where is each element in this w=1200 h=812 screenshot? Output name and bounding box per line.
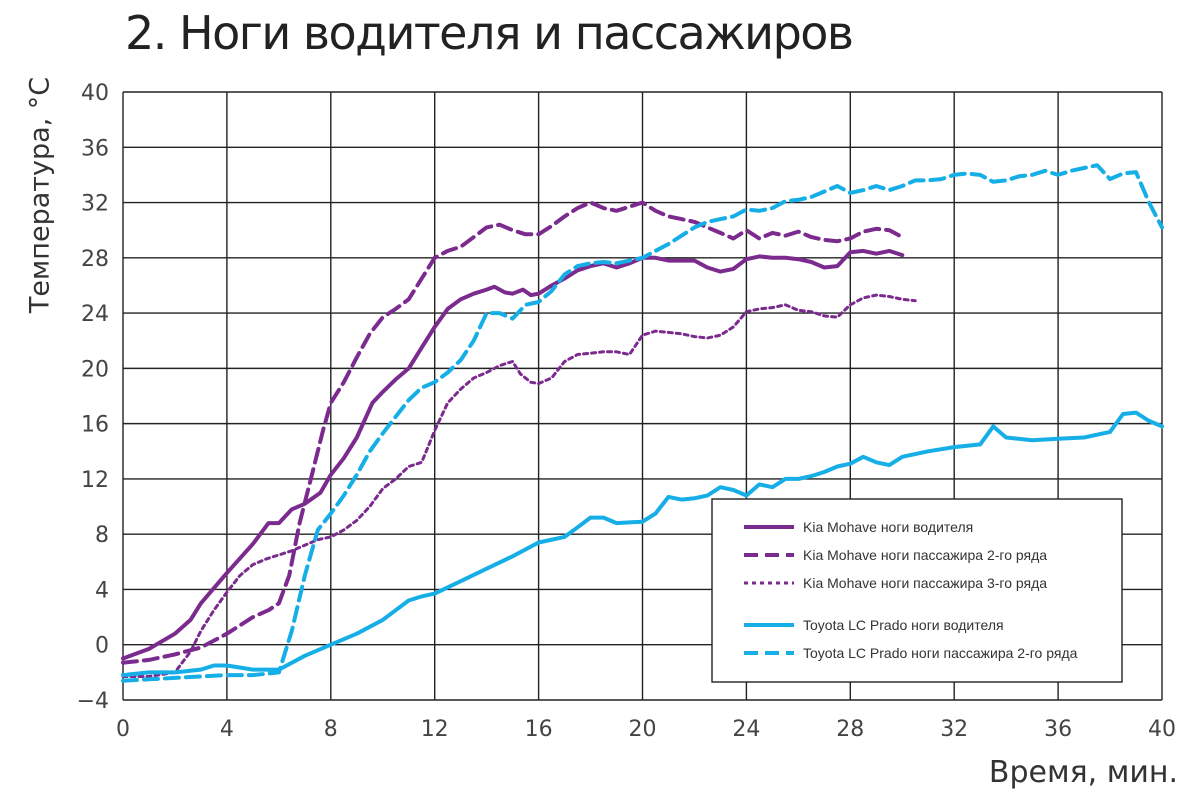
y-tick-label: 20 — [81, 357, 109, 382]
series-line-2 — [121, 293, 917, 678]
x-tick-label: 4 — [220, 717, 234, 742]
y-tick-label: 36 — [81, 136, 109, 161]
x-tick-label: 40 — [1148, 717, 1176, 742]
chart-title: 2. Ноги водителя и пассажиров — [125, 6, 854, 60]
y-tick-label: 40 — [81, 81, 109, 106]
legend-label-2: Kia Mohave ноги пассажира 3-го ряда — [803, 575, 1047, 591]
x-tick-label: 8 — [324, 717, 338, 742]
series-lines — [121, 163, 1164, 683]
y-tick-label: −4 — [77, 689, 109, 714]
x-tick-label: 28 — [836, 717, 864, 742]
x-tick-label: 36 — [1044, 717, 1072, 742]
series-line-0 — [121, 248, 905, 661]
y-tick-label: 24 — [81, 302, 109, 327]
y-tick-label: 0 — [95, 634, 109, 659]
legend-label-0: Kia Mohave ноги водителя — [803, 519, 973, 535]
y-tick-label: 16 — [81, 413, 109, 438]
series-line-4 — [121, 163, 1164, 683]
x-tick-label: 20 — [629, 717, 657, 742]
y-tick-label: 8 — [95, 523, 109, 548]
y-tick-label: 28 — [81, 247, 109, 272]
y-tick-label: 4 — [95, 578, 109, 603]
tick-labels: 0 4 8 12 16 20 24 28 32 36 40 −4 0 4 8 12 16 20 24 28 32 36 40 — [77, 81, 1176, 742]
series-line-3 — [121, 410, 1164, 678]
legend: Kia Mohave ноги водителя Kia Mohave ноги … — [711, 498, 1123, 683]
legend-label-1: Kia Mohave ноги пассажира 2-го ряда — [803, 547, 1047, 563]
legend-box — [711, 498, 1123, 683]
x-tick-label: 16 — [525, 717, 553, 742]
x-tick-label: 0 — [116, 717, 130, 742]
x-axis-label: Время, мин. — [988, 755, 1178, 790]
y-tick-label: 12 — [81, 468, 109, 493]
legend-label-3: Toyota LC Prado ноги водителя — [803, 617, 1004, 633]
x-tick-label: 24 — [732, 717, 760, 742]
legend-label-4: Toyota LC Prado ноги пассажира 2-го ряда — [803, 645, 1078, 661]
x-tick-label: 12 — [421, 717, 449, 742]
series-line-1 — [121, 200, 905, 665]
x-tick-label: 32 — [940, 717, 968, 742]
y-tick-label: 32 — [81, 192, 109, 217]
